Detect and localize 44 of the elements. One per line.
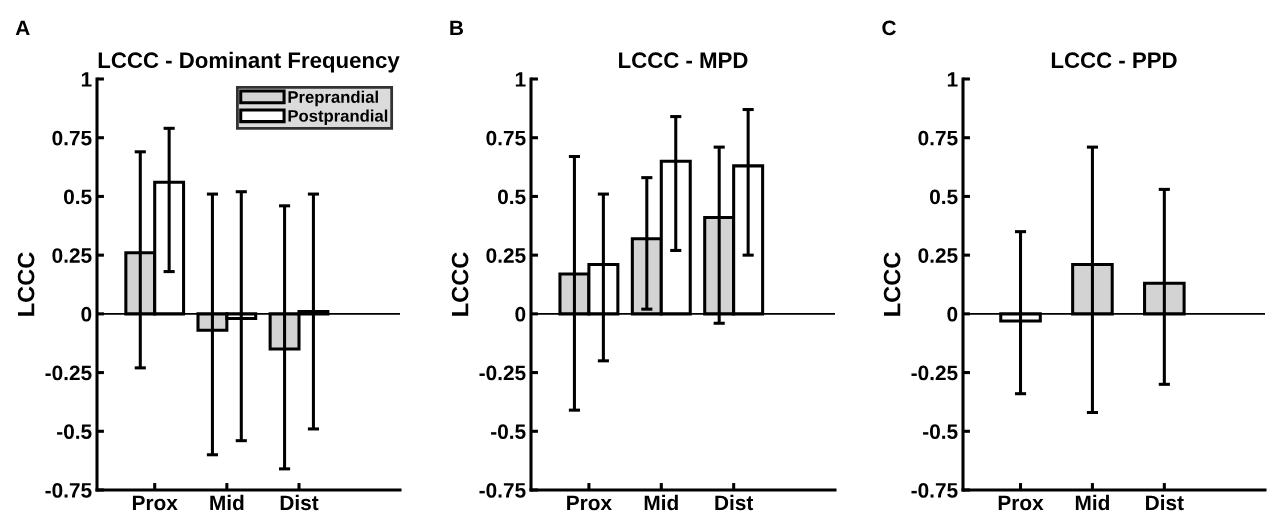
y-tick-label: 0.75 xyxy=(52,130,92,146)
y-tick-label: 1 xyxy=(515,72,526,87)
y-tick-label: -0.75 xyxy=(911,483,958,498)
y-tick-label: 0.25 xyxy=(918,248,958,263)
y-tick-label: -0.25 xyxy=(911,365,958,381)
y-tick-label: 0.75 xyxy=(918,130,958,146)
y-tick-label: -0.5 xyxy=(57,424,92,440)
x-tick-label: Mid xyxy=(210,494,244,511)
x-tick-label: Prox xyxy=(567,495,612,511)
y-tick-label: -0.25 xyxy=(479,365,526,381)
legend-label: Preprandial xyxy=(288,90,378,107)
x-tick-label: Prox xyxy=(998,495,1044,511)
y-tick-label: 0.5 xyxy=(64,189,92,205)
y-tick-label: -0.5 xyxy=(923,424,958,440)
y-tick-label: 1 xyxy=(81,72,92,87)
y-tick-label: 0.25 xyxy=(52,248,92,263)
y-axis-title: LCCC xyxy=(883,252,901,316)
y-axis-title: LCCC xyxy=(451,252,469,316)
y-tick-label: -0.75 xyxy=(479,483,526,498)
y-tick-label: -0.25 xyxy=(45,365,92,381)
text: B xyxy=(450,20,464,36)
x-tick-label: Dist xyxy=(1146,494,1184,511)
chart-title: LCCC - PPD xyxy=(1051,52,1177,69)
x-tick-label: Dist xyxy=(280,494,319,511)
y-axis-title: LCCC xyxy=(17,252,35,316)
chart-title: LCCC - MPD xyxy=(619,52,748,69)
y-tick-label: -0.75 xyxy=(45,483,92,498)
text: C xyxy=(882,20,896,36)
x-tick-label: Mid xyxy=(1075,494,1109,511)
y-tick-label: 0 xyxy=(81,306,92,322)
x-tick-label: Prox xyxy=(132,495,178,511)
y-tick-label: 0.5 xyxy=(498,189,526,205)
y-tick-label: 0 xyxy=(515,306,526,322)
y-tick-label: -0.5 xyxy=(491,424,526,440)
y-tick-label: 0.5 xyxy=(930,189,958,205)
legend-label: Postprandial xyxy=(288,109,388,126)
y-tick-label: 0.25 xyxy=(486,248,526,263)
y-tick-label: 1 xyxy=(947,72,958,87)
y-tick-label: 0 xyxy=(947,306,958,322)
y-tick-label: 0.75 xyxy=(486,130,526,146)
x-tick-label: Mid xyxy=(644,494,678,511)
x-tick-label: Dist xyxy=(715,494,754,511)
chart-title: LCCC - Dominant Frequency xyxy=(98,51,400,73)
text: A xyxy=(15,20,30,36)
